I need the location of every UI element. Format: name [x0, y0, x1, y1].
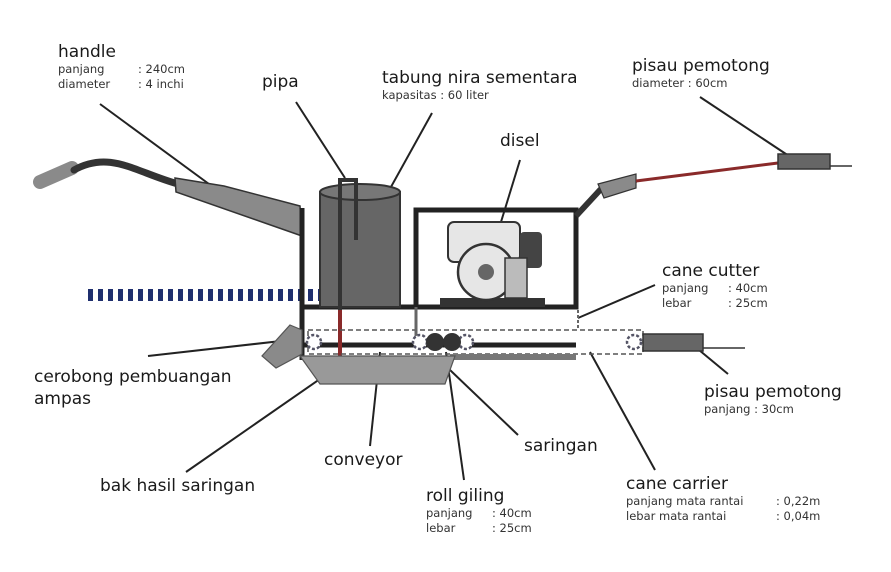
cane-carrier-spec-0-val: : 0,22m: [776, 494, 821, 508]
cane-cutter-spec-0-val: : 40cm: [728, 281, 768, 295]
label-cerobong-line1: cerobong pembuangan: [34, 367, 232, 387]
handle-spec-1-key: diameter: [58, 77, 111, 91]
right-handle: [573, 153, 852, 219]
label-pisau-top: pisau pemotong diameter : 60cm: [632, 56, 770, 91]
diesel-engine: [440, 221, 545, 307]
label-cane-carrier: cane carrier panjang mata rantai: 0,22m …: [626, 474, 820, 524]
label-cerobong: cerobong pembuangan ampas: [34, 366, 232, 410]
label-pisau-top-spec: diameter : 60cm: [632, 76, 728, 90]
saringan-screen: [450, 354, 576, 360]
label-cerobong-line2: ampas: [34, 389, 92, 409]
label-roll-title: roll giling: [426, 486, 505, 506]
handle-spec-1-val: : 4 inchi: [138, 77, 184, 91]
tank: [319, 183, 401, 308]
label-bak: bak hasil saringan: [100, 476, 256, 496]
label-saringan: saringan: [524, 436, 598, 456]
label-cane-carrier-title: cane carrier: [626, 474, 729, 494]
label-tabung-spec: kapasitas : 60 liter: [382, 88, 489, 102]
cane-cutter-spec-1-val: : 25cm: [728, 296, 768, 310]
roll-spec-0-val: : 40cm: [492, 506, 532, 520]
cane-carrier-spec-0-key: panjang mata rantai: [626, 494, 744, 508]
label-tabung-title: tabung nira sementara: [382, 68, 578, 88]
label-cane-cutter-title: cane cutter: [662, 261, 760, 281]
label-pisau-bottom-spec: panjang : 30cm: [704, 402, 794, 416]
pipe: [338, 178, 358, 370]
cerobong: [261, 324, 303, 369]
label-disel: disel: [500, 131, 540, 151]
label-conveyor: conveyor: [324, 450, 403, 470]
label-handle-title: handle: [58, 42, 116, 62]
label-pisau-bottom: pisau pemotong panjang : 30cm: [704, 382, 842, 417]
roll-spec-0-key: panjang: [426, 506, 473, 520]
roll-spec-1-val: : 25cm: [492, 521, 532, 535]
label-tabung: tabung nira sementara kapasitas : 60 lit…: [382, 68, 578, 103]
cane-carrier-spec-1-val: : 0,04m: [776, 509, 821, 523]
roll-giling: [426, 333, 461, 351]
handle-spec-0-val: : 240cm: [138, 62, 186, 76]
bak-hasil-saringan: [298, 355, 456, 385]
bottom-cutter-blade: [642, 333, 704, 352]
label-cane-cutter: cane cutter panjang : 40cm lebar : 25cm: [662, 261, 768, 311]
label-pisau-bottom-title: pisau pemotong: [704, 382, 842, 402]
cane-cutter-spec-0-key: panjang: [662, 281, 709, 295]
handle-spec-0-key: panjang: [58, 62, 105, 76]
label-pipa: pipa: [262, 72, 299, 92]
label-roll: roll giling panjang : 40cm lebar : 25cm: [426, 486, 532, 536]
cane-carrier-spec-1-key: lebar mata rantai: [626, 509, 727, 523]
label-handle: handle panjang : 240cm diameter : 4 inchi: [58, 42, 185, 92]
left-handle: [33, 158, 303, 238]
cane-cutter-spec-1-key: lebar: [662, 296, 692, 310]
label-pisau-top-title: pisau pemotong: [632, 56, 770, 76]
roll-spec-1-key: lebar: [426, 521, 456, 535]
